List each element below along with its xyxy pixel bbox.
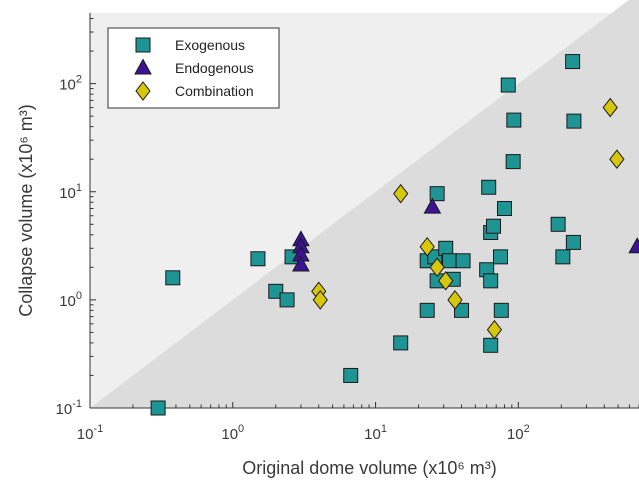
exogenous-point (481, 179, 497, 195)
exogenous-point (505, 154, 521, 170)
exogenous-point (393, 335, 409, 351)
y-tick-base: 10 (56, 401, 73, 418)
exogenous-point (442, 253, 458, 269)
x-tick-label: 101 (364, 423, 387, 443)
exogenous-point (566, 113, 582, 129)
x-tick-label: 102 (507, 423, 530, 443)
exogenous-point (483, 273, 499, 289)
y-tick-label: 100 (59, 290, 82, 310)
exogenous-point (165, 270, 181, 286)
y-tick-label: 102 (59, 74, 82, 94)
y-tick-base: 10 (59, 185, 76, 202)
y-tick-base: 10 (59, 293, 76, 310)
endogenous-point (292, 255, 310, 272)
legend-endogenous-label: Endogenous (175, 60, 254, 76)
x-tick-exponent: 1 (381, 423, 387, 435)
exogenous-point (419, 302, 435, 318)
legend-combination-marker (135, 81, 151, 101)
combination-point (312, 290, 328, 310)
combination-point (438, 271, 454, 291)
y-tick-exponent: -1 (72, 398, 82, 410)
combination-point (447, 290, 463, 310)
y-tick-label: 101 (59, 182, 82, 202)
combination-point (429, 257, 445, 278)
exogenous-point (250, 251, 266, 267)
exogenous-point (565, 54, 581, 70)
exogenous-point (565, 234, 581, 250)
exogenous-point (429, 186, 445, 202)
data-markers (150, 54, 639, 416)
exogenous-point (454, 302, 470, 318)
x-tick-exponent: 0 (238, 423, 244, 435)
combination-point (393, 183, 409, 204)
series-combination (311, 97, 625, 340)
x-tick-exponent: 2 (524, 423, 530, 435)
legend-exogenous-label: Exogenous (175, 37, 245, 53)
exogenous-point (483, 337, 499, 353)
combination-point (486, 319, 503, 340)
exogenous-point (343, 367, 359, 383)
y-tick-exponent: 1 (76, 182, 82, 194)
exogenous-point (455, 253, 471, 269)
exogenous-point (497, 201, 513, 217)
legend: Exogenous Endogenous Combination (107, 27, 280, 109)
exogenous-point (550, 216, 566, 232)
combination-point (609, 149, 625, 170)
exogenous-point (506, 112, 522, 128)
x-tick-base: 10 (507, 426, 524, 443)
exogenous-point (150, 400, 166, 416)
x-tick-base: 10 (364, 426, 381, 443)
y-axis-title: Collapse volume (x10⁶ m³) (16, 104, 36, 316)
y-tick-exponent: 0 (76, 290, 82, 302)
x-axis-ticks: 10-1 100 101 102 (77, 402, 639, 443)
x-tick-base: 10 (221, 426, 238, 443)
y-tick-exponent: 2 (76, 74, 82, 86)
exogenous-point (486, 218, 502, 234)
endogenous-point (628, 237, 639, 254)
exogenous-point (268, 283, 284, 299)
legend-combination-label: Combination (175, 83, 254, 99)
x-tick-base: 10 (77, 426, 94, 443)
x-tick-label: 100 (221, 423, 244, 443)
exogenous-point (500, 77, 516, 93)
x-axis-title: Original dome volume (x10⁶ m³) (242, 458, 497, 478)
exogenous-point (555, 249, 571, 265)
combination-point (419, 236, 435, 257)
y-tick-base: 10 (59, 77, 76, 94)
endogenous-point (423, 197, 442, 214)
x-tick-label: 10-1 (77, 423, 103, 443)
exogenous-point (492, 249, 508, 265)
combination-point (602, 97, 618, 118)
legend-exogenous-marker (135, 37, 151, 53)
x-tick-exponent: -1 (93, 423, 103, 435)
series-endogenous (292, 197, 639, 272)
exogenous-point (438, 240, 454, 256)
exogenous-point (279, 292, 295, 308)
y-tick-label: 10-1 (56, 398, 82, 418)
legend-endogenous-marker (134, 58, 152, 75)
exogenous-point (493, 302, 509, 318)
